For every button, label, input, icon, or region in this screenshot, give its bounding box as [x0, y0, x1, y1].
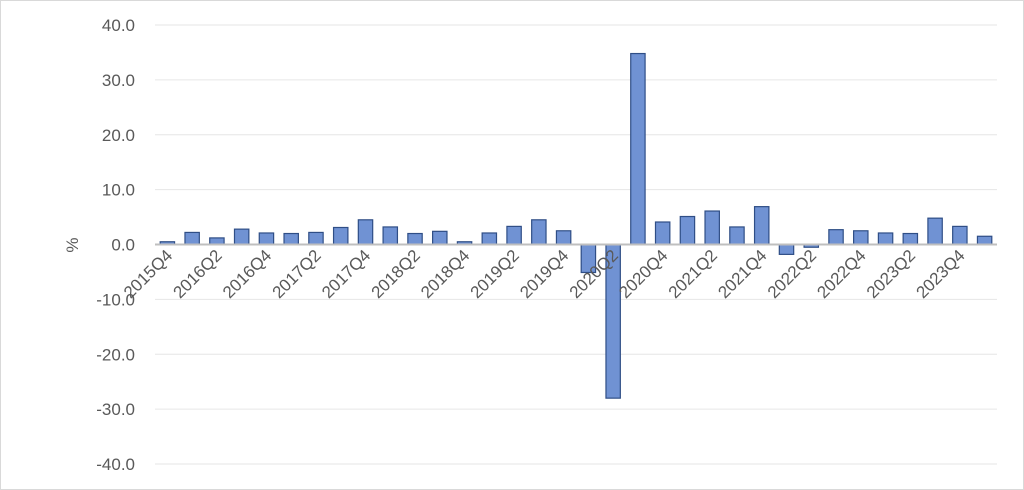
y-axis-tick-labels: 40.0 30.0 20.0 10.0 0.0 -10.0 -20.0 -30.0 -40.0 — [96, 16, 135, 474]
bar — [308, 231, 324, 246]
bar — [258, 232, 275, 246]
y-tick-label: 20.0 — [102, 126, 135, 145]
x-axis-tick-labels: 2015Q42016Q22016Q42017Q22017Q42018Q22018… — [120, 246, 969, 302]
x-tick-label: 2021Q2 — [665, 246, 721, 302]
y-tick-label: -30.0 — [96, 400, 135, 419]
bar — [432, 230, 448, 246]
bar — [531, 219, 547, 246]
x-tick-label: 2022Q4 — [813, 246, 869, 302]
bar — [506, 225, 522, 246]
bar — [778, 243, 795, 255]
y-tick-label: 0.0 — [111, 236, 135, 255]
y-tick-label: -10.0 — [96, 290, 135, 309]
x-tick-label: 2019Q2 — [467, 246, 523, 302]
x-tick-label: 2021Q4 — [714, 246, 770, 302]
bar — [283, 232, 299, 246]
bar — [481, 232, 498, 246]
gridlines — [155, 24, 997, 465]
bar — [927, 217, 943, 246]
bar — [555, 230, 572, 246]
bar — [184, 231, 200, 246]
bar — [382, 226, 399, 246]
bar — [357, 219, 374, 246]
x-tick-label: 2017Q4 — [318, 246, 374, 302]
bar — [853, 230, 869, 246]
bar — [753, 206, 770, 246]
x-tick-label: 2018Q2 — [368, 246, 424, 302]
bar — [654, 221, 671, 246]
bar-series — [159, 52, 993, 399]
y-tick-label: 30.0 — [102, 71, 135, 90]
bar — [902, 232, 919, 246]
bar — [704, 210, 720, 246]
bar — [877, 232, 894, 246]
bar — [407, 232, 423, 246]
x-tick-label: 2023Q4 — [912, 246, 968, 302]
bar — [233, 228, 250, 246]
x-tick-label: 2018Q4 — [417, 246, 473, 302]
x-tick-label: 2016Q2 — [170, 246, 226, 302]
x-tick-label: 2016Q4 — [219, 246, 275, 302]
bar — [630, 52, 646, 246]
y-tick-label: 10.0 — [102, 181, 135, 200]
y-tick-label: -20.0 — [96, 345, 135, 364]
bar — [828, 229, 844, 246]
x-tick-label: 2017Q2 — [269, 246, 325, 302]
y-tick-label: -40.0 — [96, 455, 135, 474]
x-tick-label: 2023Q2 — [863, 246, 919, 302]
x-tick-label: 2020Q4 — [615, 246, 671, 302]
bar — [679, 215, 696, 246]
bar — [952, 225, 968, 246]
bar — [332, 226, 349, 246]
bar — [729, 226, 745, 246]
x-tick-label: 2019Q4 — [516, 246, 572, 302]
y-tick-label: 40.0 — [102, 16, 135, 35]
y-axis-title: % — [63, 237, 82, 252]
bar — [976, 235, 993, 246]
